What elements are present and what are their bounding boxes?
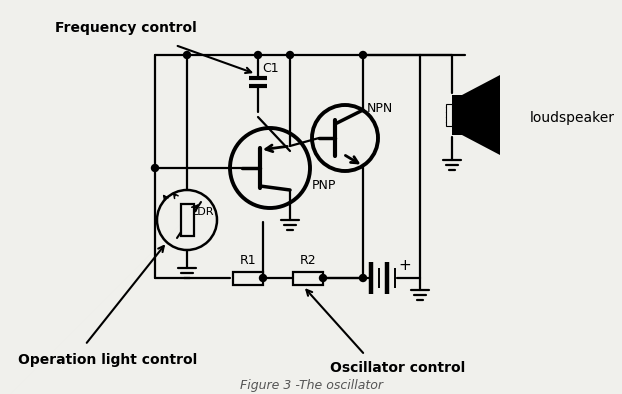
Text: LDR: LDR	[192, 207, 215, 217]
Text: PNP: PNP	[312, 178, 337, 191]
Circle shape	[259, 275, 266, 281]
Text: Operation light control: Operation light control	[18, 353, 197, 367]
Polygon shape	[462, 75, 500, 155]
Bar	[293, 271, 323, 284]
Circle shape	[360, 52, 366, 58]
Bar	[180, 204, 193, 236]
Text: C1: C1	[262, 61, 279, 74]
Bar	[446, 104, 452, 126]
Text: R1: R1	[239, 253, 256, 266]
Bar	[233, 271, 263, 284]
Text: Figure 3 -The oscillator: Figure 3 -The oscillator	[239, 379, 383, 392]
Circle shape	[254, 52, 261, 58]
Circle shape	[183, 52, 190, 58]
Text: +: +	[399, 258, 411, 273]
Bar	[452, 95, 462, 135]
Text: Oscillator control: Oscillator control	[330, 361, 465, 375]
Text: R2: R2	[300, 253, 317, 266]
Circle shape	[360, 275, 366, 281]
Text: NPN: NPN	[367, 102, 393, 115]
Circle shape	[152, 165, 159, 171]
Text: Frequency control: Frequency control	[55, 21, 197, 35]
Circle shape	[320, 275, 327, 281]
Text: loudspeaker: loudspeaker	[530, 111, 615, 125]
Circle shape	[287, 52, 294, 58]
